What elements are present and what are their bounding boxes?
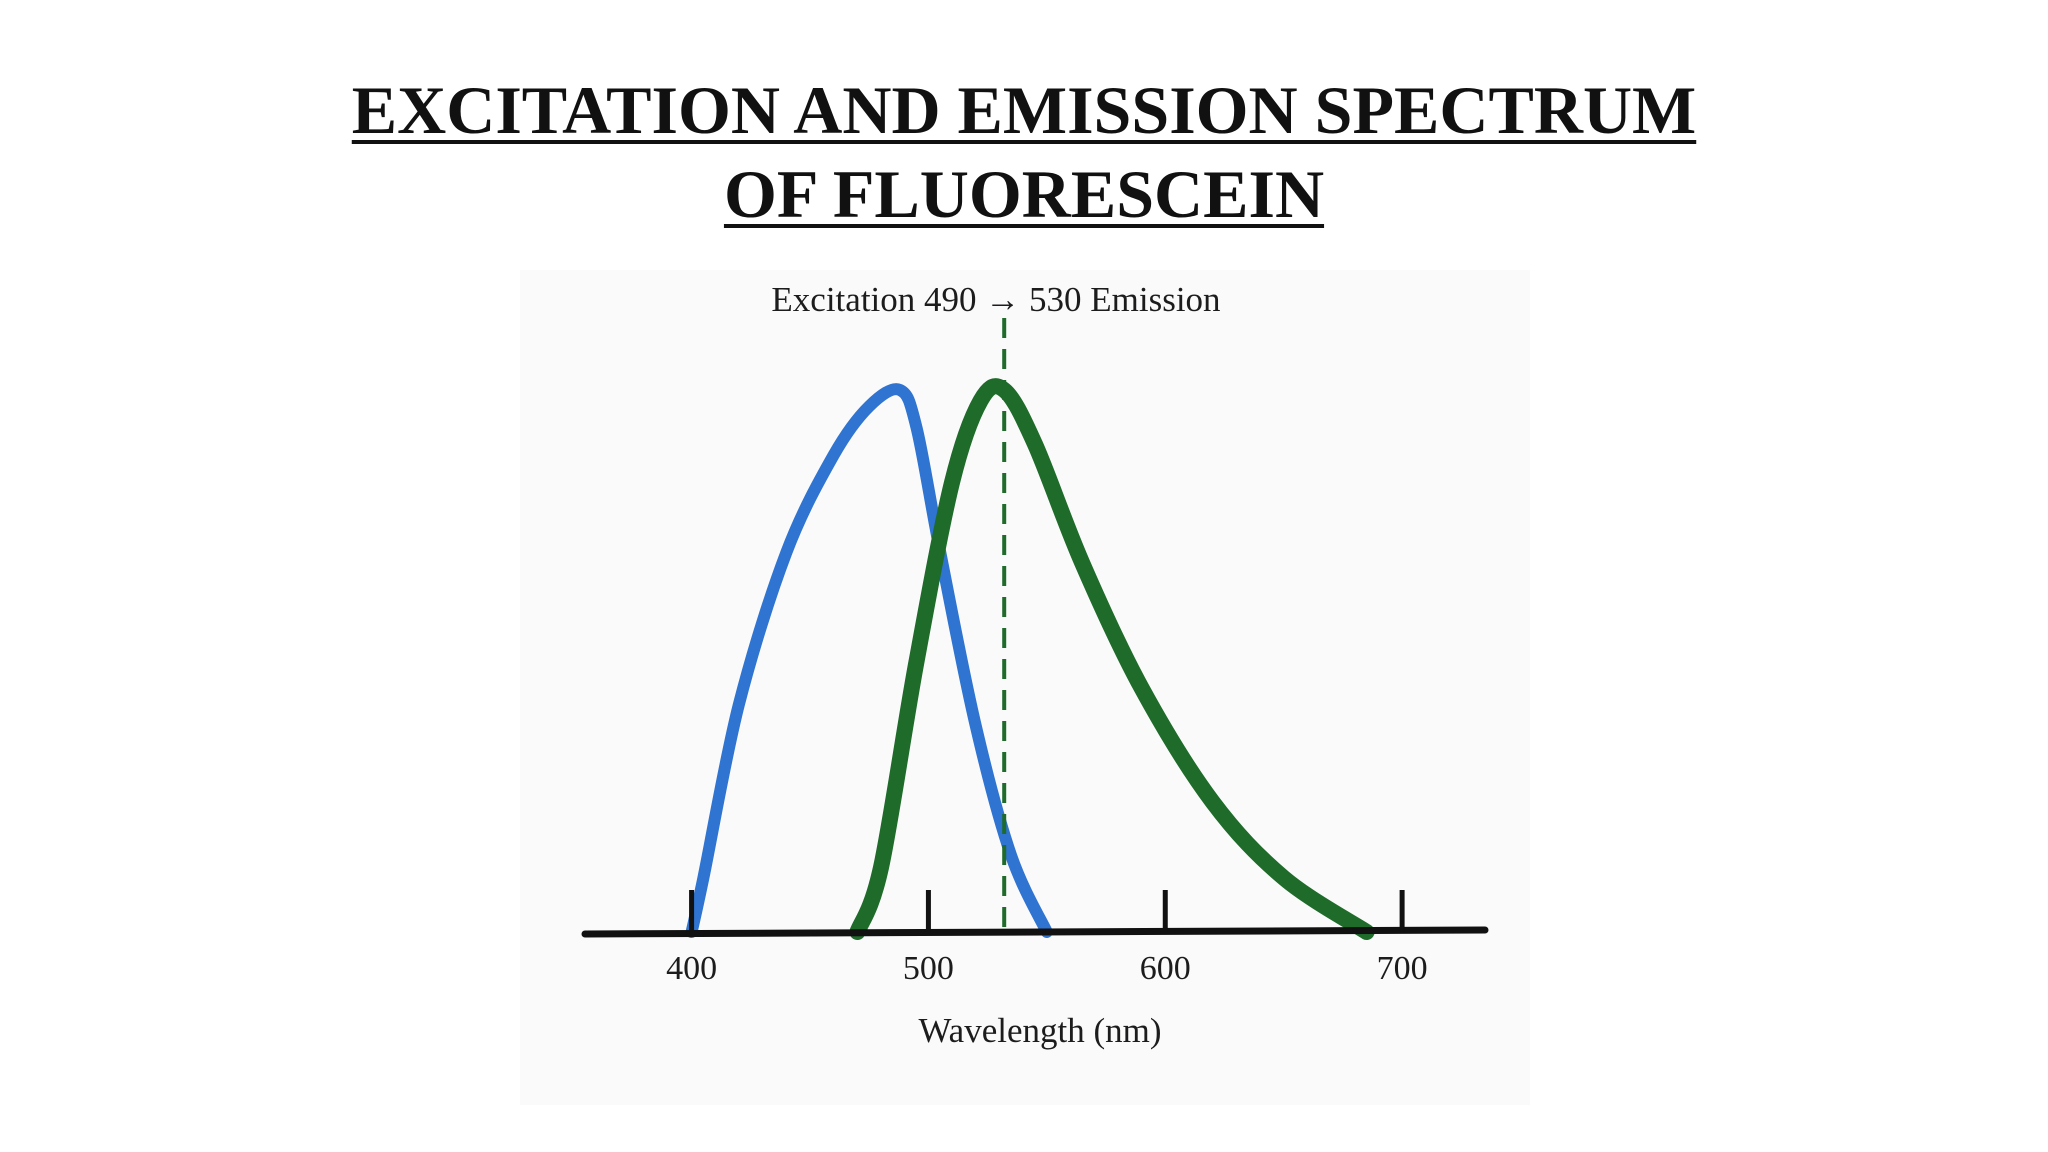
x-axis-label: Wavelength (nm) bbox=[918, 1011, 1161, 1050]
slide-title-line-1: EXCITATION AND EMISSION SPECTRUM bbox=[351, 72, 1697, 148]
x-axis-ticks: 400 500 600 700 bbox=[666, 890, 1428, 987]
x-tick-label: 500 bbox=[903, 950, 954, 987]
slide-title: EXCITATION AND EMISSION SPECTRUM OF FLUO… bbox=[0, 68, 2048, 236]
series-line-1 bbox=[685, 383, 1053, 938]
x-tick-label: 700 bbox=[1377, 950, 1428, 987]
x-tick-label: 600 bbox=[1140, 950, 1191, 987]
slide-title-line-2: OF FLUORESCEIN bbox=[723, 156, 1325, 232]
x-tick-label: 400 bbox=[666, 950, 717, 987]
x-axis-line bbox=[581, 926, 1489, 938]
peak-annotation: Excitation 490 → 530 Emission bbox=[771, 280, 1220, 319]
series-line-2 bbox=[849, 378, 1375, 940]
series-group bbox=[685, 378, 1375, 940]
